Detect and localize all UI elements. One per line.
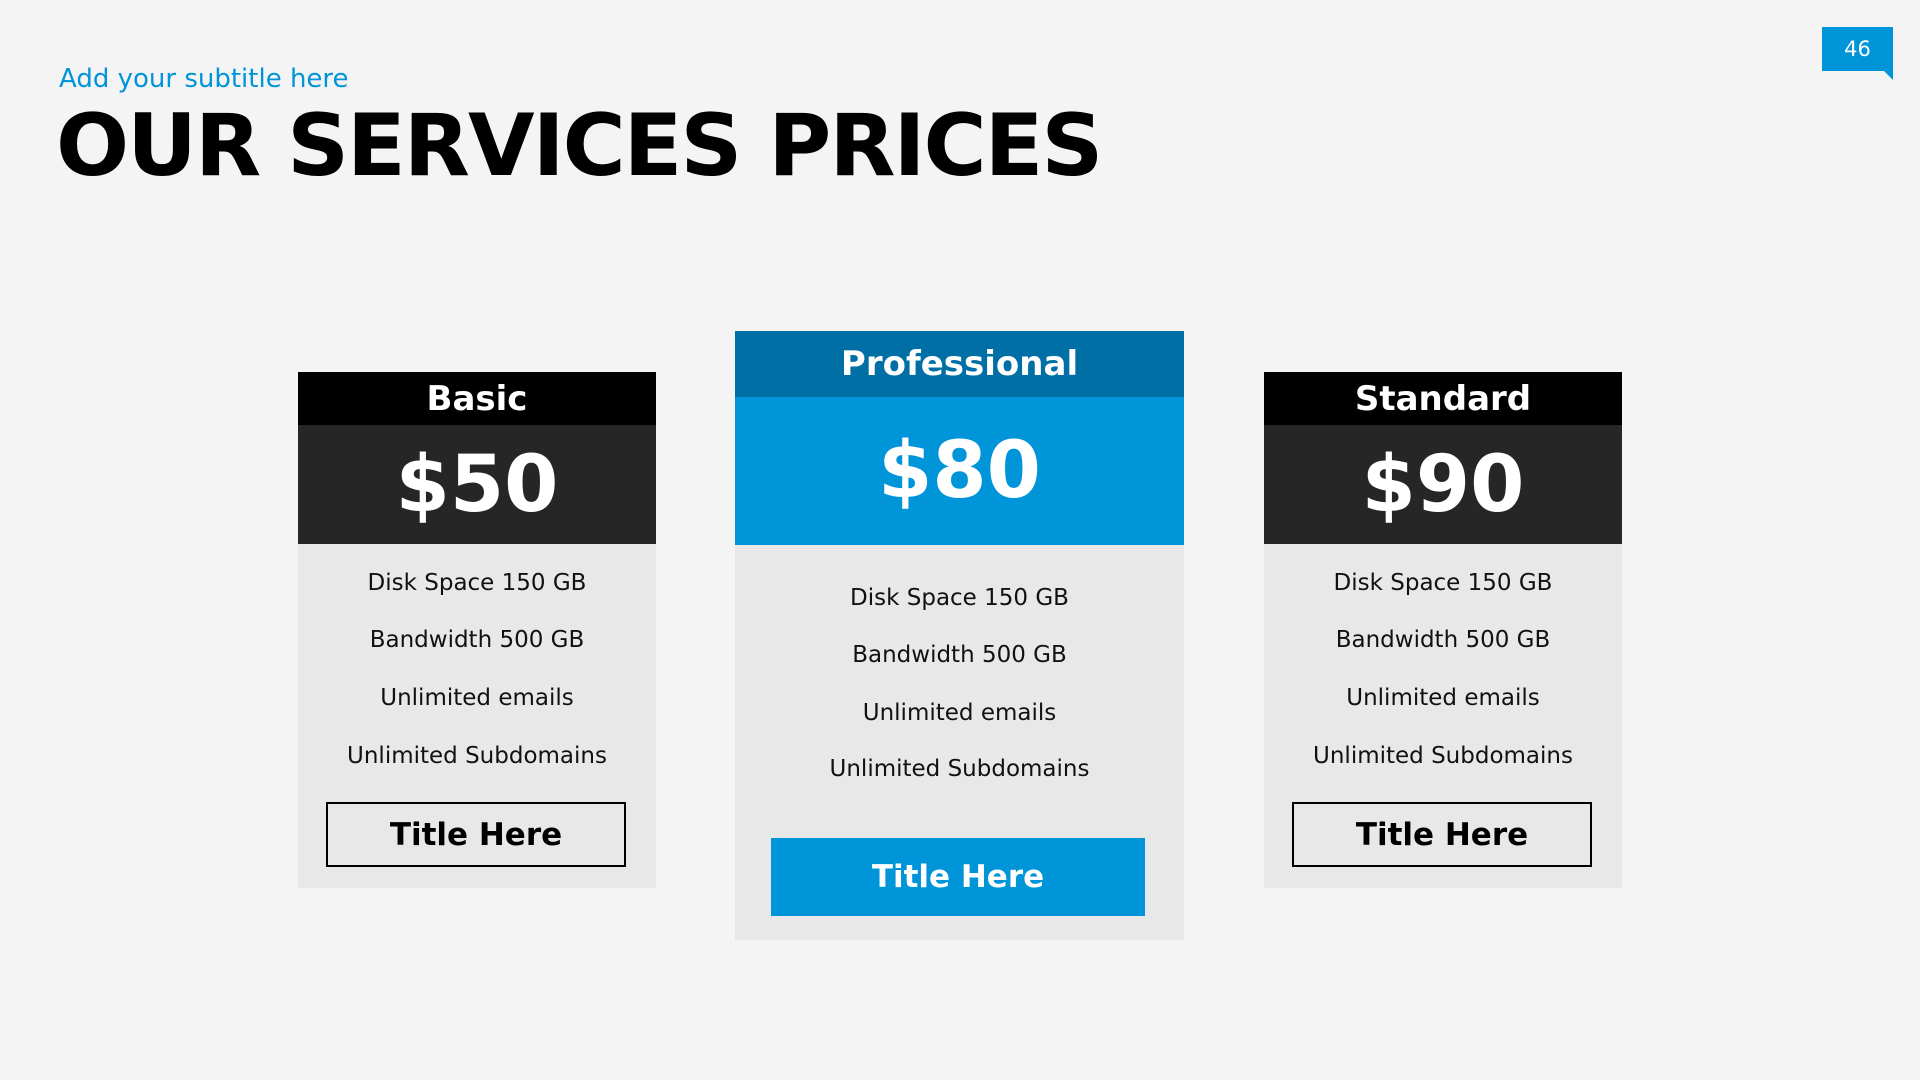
plan-card-professional: Professional $80 Disk Space 150 GB Bandw…	[735, 331, 1184, 940]
slide-subtitle: Add your subtitle here	[59, 64, 349, 94]
plan-card-basic: Basic $50 Disk Space 150 GB Bandwidth 50…	[298, 372, 656, 888]
plan-price: $80	[735, 397, 1184, 545]
feature-item: Bandwidth 500 GB	[369, 627, 585, 653]
plan-price: $50	[298, 425, 656, 544]
feature-item: Unlimited Subdomains	[347, 743, 607, 769]
feature-item: Unlimited Subdomains	[1313, 743, 1573, 769]
slide-number: 46	[1844, 37, 1871, 61]
feature-item: Disk Space 150 GB	[367, 570, 587, 596]
feature-item: Unlimited emails	[380, 685, 574, 711]
feature-item: Bandwidth 500 GB	[1335, 627, 1551, 653]
feature-item: Unlimited Subdomains	[829, 756, 1090, 782]
plan-name: Basic	[298, 372, 656, 425]
slide-number-badge: 46	[1822, 27, 1893, 80]
feature-item: Unlimited emails	[862, 700, 1057, 726]
plan-button[interactable]: Title Here	[326, 802, 626, 867]
slide-title: OUR SERVICES PRICES	[56, 96, 1103, 196]
plan-button[interactable]: Title Here	[771, 838, 1145, 916]
plan-name: Standard	[1264, 372, 1622, 425]
feature-item: Disk Space 150 GB	[850, 585, 1069, 611]
feature-item: Disk Space 150 GB	[1333, 570, 1553, 596]
plan-card-standard: Standard $90 Disk Space 150 GB Bandwidth…	[1264, 372, 1622, 888]
plan-button[interactable]: Title Here	[1292, 802, 1592, 867]
plan-price: $90	[1264, 425, 1622, 544]
feature-item: Bandwidth 500 GB	[852, 642, 1067, 668]
feature-item: Unlimited emails	[1346, 685, 1540, 711]
plan-name: Professional	[735, 331, 1184, 397]
